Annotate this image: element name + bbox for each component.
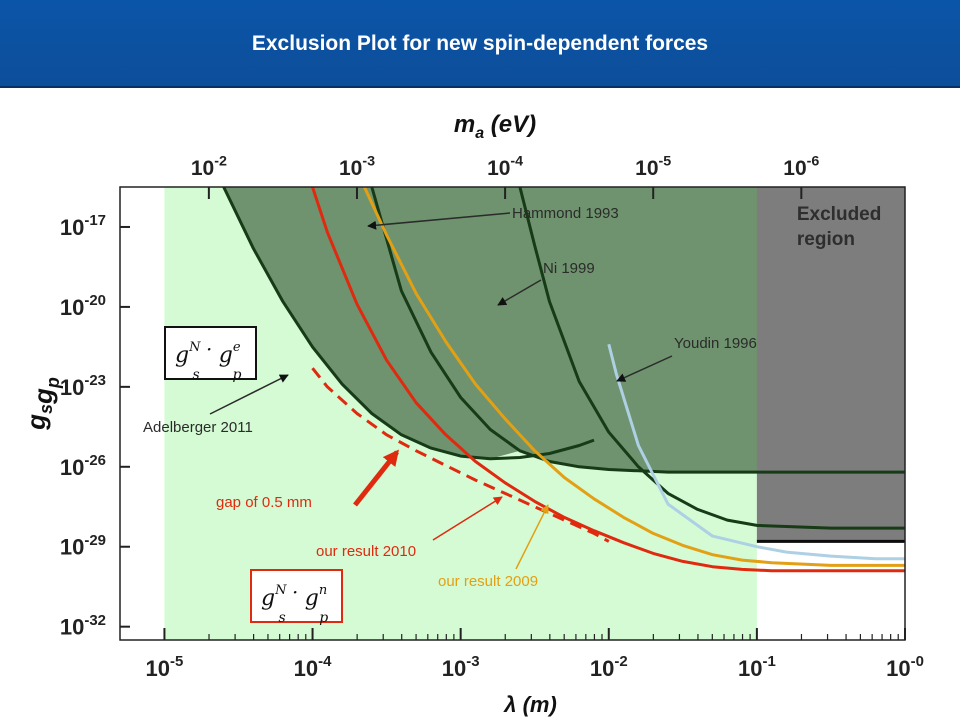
annotation-youdin-1996: Youdin 1996 [674,335,757,352]
series-line-ni-1999 [518,187,905,530]
series-line-our-result-2010 [311,187,905,573]
y-tick-label: 10-17 [60,212,106,240]
y-tick-label: 10-26 [60,452,106,480]
x-tick-label: 10-5 [146,653,184,681]
series-line-our-result-2009 [363,187,905,567]
y-tick-label: 10-23 [60,372,106,400]
annotation-arrow-our-result-2010 [432,496,503,541]
series-line-youdin-1996 [607,343,905,561]
annotation-arrow-ni-1999 [497,279,542,306]
formula-text-2: gN s · gn p [261,580,328,626]
plot-frame [119,186,906,641]
x-axis-label: λ (m) [503,692,557,717]
annotation-our-result-2010: our result 2010 [316,543,416,560]
formula-text-1: gN s · ge p [175,337,242,383]
annotation-ni-1999: Ni 1999 [543,260,595,277]
excluded-region-label-line: Excluded [797,204,881,225]
excluded-region-label-line: region [797,229,855,250]
series-line-our-result-2010-projected [311,367,610,543]
formula-box-2 [250,569,343,623]
y-tick-label: 10-32 [60,612,106,640]
series-line-adelberger-2011 [222,187,595,461]
excluded-region-grey [756,187,905,542]
title-bar: Exclusion Plot for new spin-dependent fo… [0,0,960,88]
annotation-arrow-our-result-2009 [515,504,549,570]
top-tick-label: 10-3 [339,154,375,180]
top-tick-label: 10-2 [191,154,227,180]
annotation-arrow-youdin-1996 [616,355,673,382]
annotation-arrow-adelberger-2011 [209,374,289,415]
y-tick-label: 10-29 [60,532,106,560]
excluded-shaded-region [223,187,905,473]
x-tick-label: 10-4 [294,653,332,681]
top-tick-label: 10-6 [783,154,819,180]
top-axis-label: ma (eV) [454,111,536,142]
x-tick-label: 10-0 [886,653,924,681]
x-tick-label: 10-1 [738,653,776,681]
series-line-hammond-1993 [370,187,905,474]
plot-content [164,187,905,640]
annotation-gap-of-0-5-mm: gap of 0.5 mm [216,494,312,511]
x-tick-label: 10-2 [590,653,628,681]
annotation-arrow-hammond-1993 [367,212,511,230]
y-axis-label: gsgp [21,377,63,431]
top-tick-label: 10-5 [635,154,671,180]
formula-box-1 [164,326,257,380]
x-tick-label: 10-3 [442,653,480,681]
annotation-adelberger-2011: Adelberger 2011 [143,419,253,436]
page-title: Exclusion Plot for new spin-dependent fo… [251,32,709,55]
top-tick-label: 10-4 [487,154,523,180]
y-tick-label: 10-20 [60,292,106,320]
annotation-hammond-1993: Hammond 1993 [512,205,619,222]
annotation-our-result-2009: our result 2009 [438,573,538,590]
annotation-arrow-gap-of-0-5-mm [353,449,399,507]
